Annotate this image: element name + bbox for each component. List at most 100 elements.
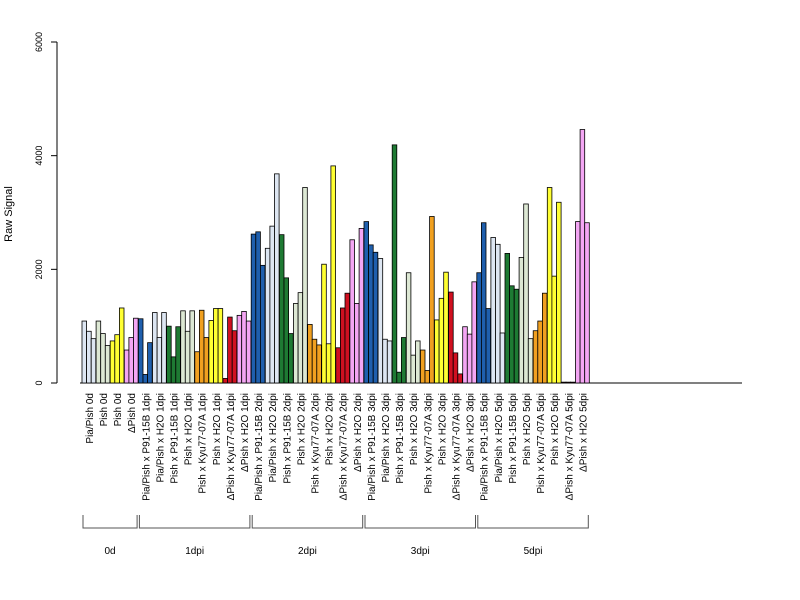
- bar: [537, 320, 543, 384]
- group-bracket: [477, 515, 589, 529]
- bar: [293, 303, 299, 384]
- x-tick-label: Pia/Pish x H2O 1dpi: [155, 393, 166, 483]
- bar: [419, 349, 426, 384]
- bar: [307, 324, 313, 384]
- x-tick-label: Pia/Pish x H2O 5dpi: [494, 393, 505, 483]
- bar: [518, 256, 525, 384]
- bar: [584, 222, 590, 384]
- bar: [203, 337, 209, 384]
- bar: [213, 308, 219, 384]
- bar: [391, 144, 398, 384]
- x-tick-label: Pish x H2O 1dpi: [184, 393, 195, 465]
- bar: [443, 271, 449, 384]
- x-tick-label: Pish 0d: [113, 393, 124, 426]
- bar: [429, 216, 435, 384]
- bar: [579, 129, 586, 384]
- x-tick-label: ΔPish x H2O 2dpi: [353, 393, 364, 472]
- y-tick-label: 4000: [34, 146, 44, 166]
- x-tick-label: Pish 0d: [99, 393, 110, 426]
- bar: [532, 330, 539, 384]
- bar: [194, 351, 200, 384]
- bar: [123, 349, 130, 384]
- bar: [104, 345, 111, 384]
- bar: [490, 237, 496, 384]
- bar: [321, 263, 327, 384]
- bar: [349, 239, 355, 384]
- x-tick-label: Pish x H2O 3dpi: [437, 393, 448, 465]
- x-tick-label: Pish x P91-15B 5dpi: [508, 393, 519, 484]
- bar: [180, 310, 186, 384]
- bar: [339, 307, 346, 384]
- x-tick-label: Pish x H2O 1dpi: [212, 393, 223, 465]
- bar: [546, 187, 553, 384]
- bar: [142, 374, 148, 384]
- x-tick-label: Pish x Kyu77-07A 3dpi: [423, 393, 434, 494]
- bar: [504, 253, 510, 384]
- y-tick-label: 2000: [34, 259, 44, 279]
- x-tick-label: Pia/Pish x P91-15B 1dpi: [141, 393, 152, 501]
- bar: [527, 338, 534, 384]
- bar: [109, 340, 116, 384]
- bar: [358, 228, 365, 384]
- bar: [147, 342, 153, 384]
- x-tick-label: Pia/Pish x P91-15B 3dpi: [367, 393, 378, 501]
- bar: [471, 281, 477, 384]
- bar: [241, 310, 247, 384]
- bar: [128, 337, 134, 384]
- bar: [264, 247, 271, 384]
- x-tick-label: ΔPish x H2O 1dpi: [240, 393, 251, 472]
- y-axis-label: Raw Signal: [3, 186, 15, 242]
- bar: [513, 288, 520, 384]
- bar: [363, 221, 369, 384]
- bar: [476, 272, 482, 384]
- bar: [495, 243, 501, 384]
- bar: [565, 381, 571, 384]
- bar: [100, 333, 106, 384]
- group-bracket: [251, 515, 364, 529]
- y-axis: 0 2000 4000 6000: [34, 32, 58, 386]
- bar: [259, 264, 266, 384]
- bar: [222, 378, 228, 384]
- bar: [133, 317, 139, 384]
- bar: [217, 308, 224, 384]
- bar: [509, 285, 515, 384]
- bar: [561, 381, 567, 384]
- bar: [302, 187, 308, 384]
- x-tick-label: Pish x P91-15B 1dpi: [170, 393, 181, 484]
- bar: [311, 338, 318, 384]
- x-tick-label: ΔPish x H2O 3dpi: [466, 393, 477, 472]
- x-tick-label: ΔPish x H2O 5dpi: [578, 393, 589, 472]
- x-tick-label: Pia/Pish x P91-15B 5dpi: [480, 393, 491, 501]
- x-tick-label: Pia/Pish x H2O 2dpi: [268, 393, 279, 483]
- bars: [81, 129, 590, 384]
- bar: [438, 297, 445, 384]
- bar: [386, 340, 393, 384]
- x-tick-label: Pia/Pish x P91-15B 2dpi: [254, 393, 265, 501]
- bar: [245, 320, 252, 384]
- bar: [382, 338, 388, 384]
- bar: [485, 308, 491, 384]
- bar: [570, 381, 576, 384]
- group-label: 2dpi: [298, 546, 317, 557]
- bar: [137, 318, 144, 384]
- group-label: 3dpi: [411, 546, 430, 557]
- bar: [325, 343, 332, 384]
- x-tick-label: ΔPish x Kyu77-07A 5dpi: [564, 393, 575, 500]
- bar: [452, 352, 459, 384]
- x-tick-label: Pish x P91-15B 2dpi: [282, 393, 293, 484]
- bar: [255, 231, 261, 384]
- bar: [523, 203, 529, 384]
- bar: [396, 371, 402, 384]
- bar: [170, 356, 177, 384]
- bar: [156, 337, 163, 384]
- x-tick-labels: Pia/Pish 0d Pish 0d Pish 0d ΔPish 0d Pia/Pis…: [85, 393, 590, 501]
- x-tick-label: Pish x H2O 2dpi: [325, 393, 336, 465]
- bar: [227, 316, 233, 384]
- bar: [278, 234, 285, 384]
- bar: [330, 165, 336, 384]
- bar: [434, 319, 440, 384]
- x-tick-label: ΔPish x Kyu77-07A 1dpi: [226, 393, 237, 500]
- bar: [480, 222, 487, 384]
- bar: [114, 334, 120, 384]
